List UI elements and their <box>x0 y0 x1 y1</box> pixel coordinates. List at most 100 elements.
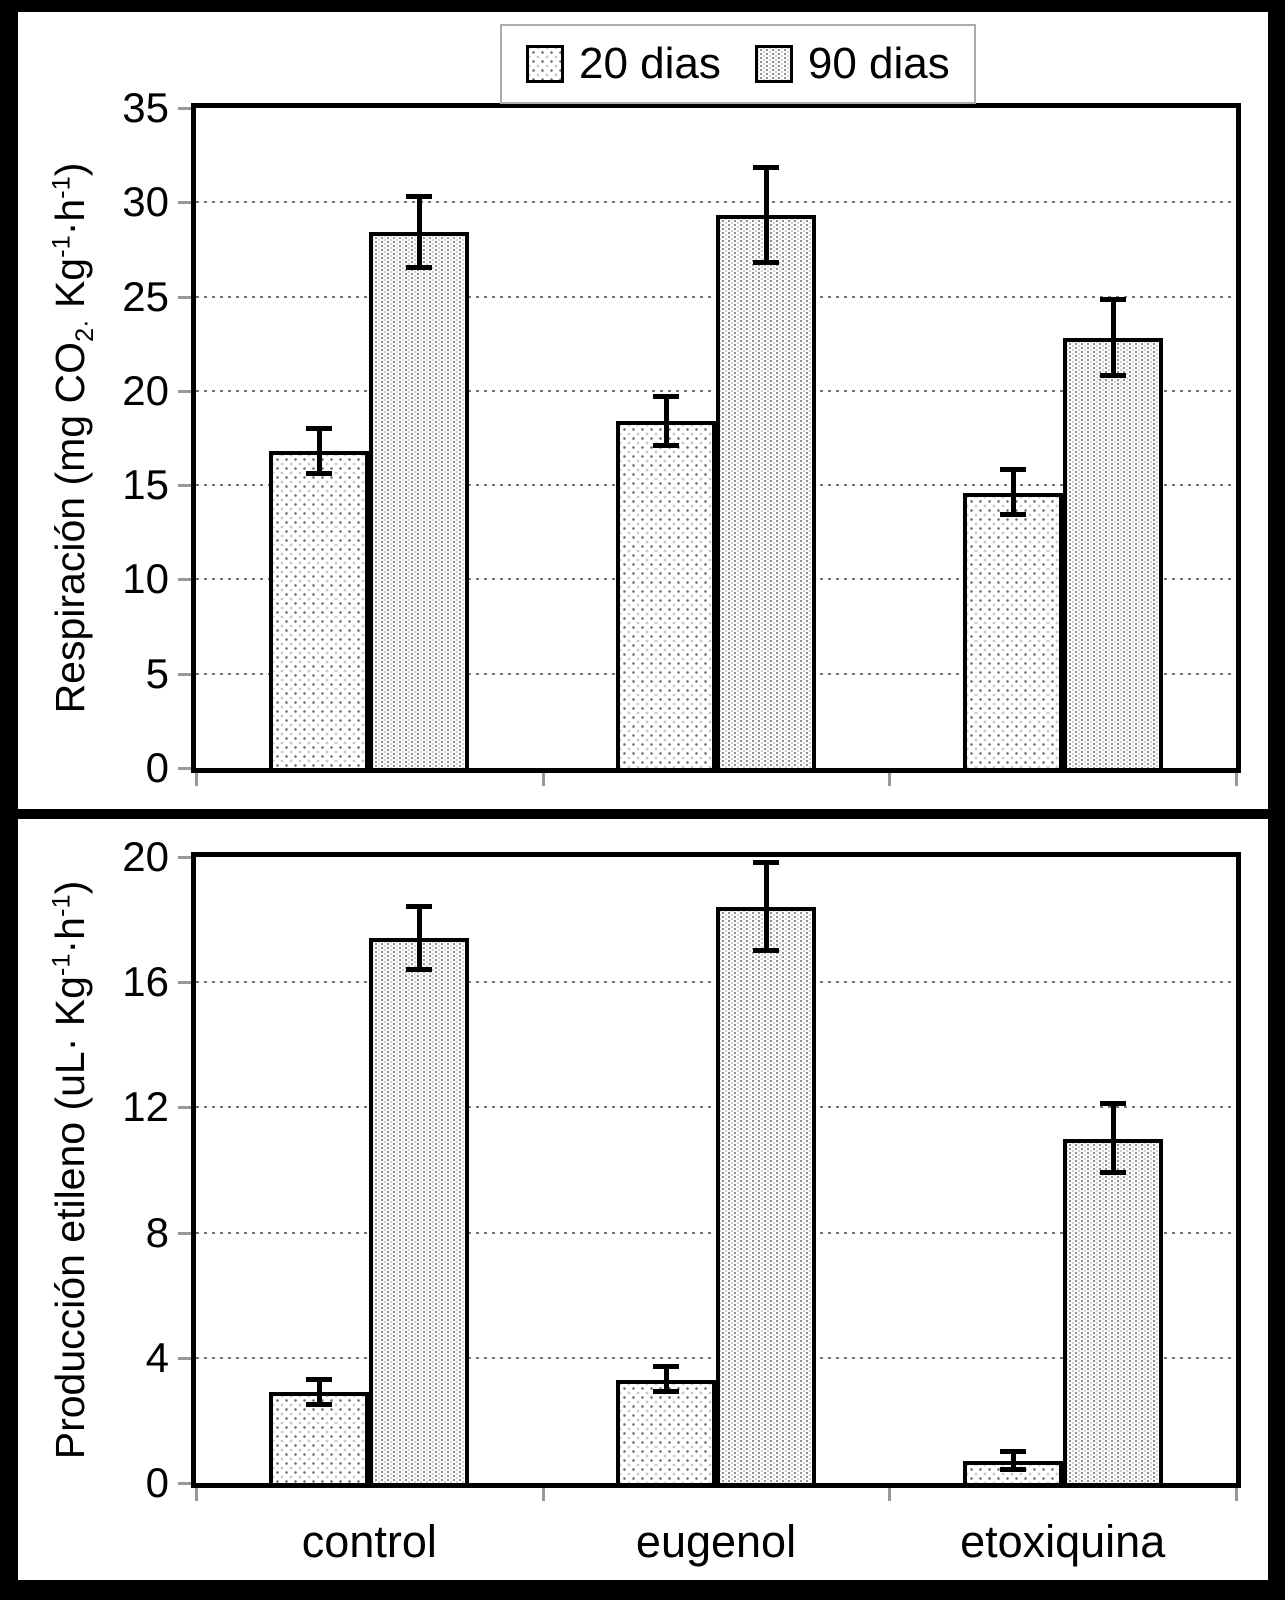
legend-swatch-90-dias-icon <box>754 45 793 83</box>
bar-etoxiquina-90-dias <box>1063 1139 1163 1483</box>
error-bar-control-90-dias-cap-bottom <box>406 265 432 270</box>
y-tick-label-20: 20 <box>122 833 169 880</box>
y-tick-30 <box>178 201 191 205</box>
y-tick-20 <box>178 389 191 393</box>
error-bar-control-90-dias-cap-bottom <box>406 967 432 972</box>
y-axis-label-part: -1 <box>47 235 76 258</box>
bar-etoxiquina-20-dias <box>963 493 1063 768</box>
x-tick-3 <box>1235 1488 1238 1501</box>
x-category-label-eugenol: eugenol <box>635 1516 797 1567</box>
bar-eugenol-90-dias <box>716 907 816 1483</box>
error-bar-control-20-dias-cap-top <box>306 426 332 431</box>
y-tick-16 <box>178 981 191 985</box>
y-tick-label-30: 30 <box>122 178 169 226</box>
y-tick-label-12: 12 <box>122 1083 169 1131</box>
gridline-y-30 <box>196 201 1236 204</box>
bar-etoxiquina-90-dias <box>1063 338 1163 768</box>
error-bar-eugenol-90-dias-cap-top <box>753 165 779 170</box>
x-tick-3 <box>1235 773 1238 786</box>
error-bar-etoxiquina-90-dias-cap-top <box>1100 1101 1126 1106</box>
y-tick-12 <box>178 1106 191 1110</box>
y-tick-4 <box>178 1356 191 1360</box>
y-tick-5 <box>178 672 191 676</box>
y-axis-label-part: Respiración (mg CO <box>47 342 93 714</box>
y-tick-label-10: 10 <box>122 555 169 603</box>
error-bar-eugenol-20-dias <box>664 1367 669 1392</box>
bar-control-90-dias <box>369 938 469 1483</box>
y-tick-label-0: 0 <box>145 744 169 791</box>
y-tick-label-35: 35 <box>122 84 169 131</box>
error-bar-control-20-dias-cap-top <box>306 1377 332 1382</box>
plot-area <box>196 108 1236 768</box>
x-category-label-etoxiquina: etoxiquina <box>960 1516 1166 1567</box>
y-tick-label-0: 0 <box>145 1459 169 1506</box>
error-bar-etoxiquina-20-dias-cap-top <box>1000 1449 1026 1454</box>
bar-control-20-dias <box>269 451 369 768</box>
legend-swatch-20-dias-icon <box>526 45 564 83</box>
y-axis-label-part: Kg <box>47 257 93 320</box>
error-bar-eugenol-90-dias-cap-bottom <box>753 948 779 953</box>
y-axis-label-part: -1 <box>47 894 76 918</box>
error-bar-eugenol-20-dias-cap-top <box>653 1364 679 1369</box>
error-bar-eugenol-90-dias <box>764 169 769 263</box>
y-axis-label: Respiración (mg CO2· Kg-1·h-1) <box>47 103 108 773</box>
y-tick-label-15: 15 <box>122 461 169 509</box>
y-tick-label-4: 4 <box>145 1333 169 1381</box>
ethylene-chart-panel: 0 4 8 12 16 20 Producción etileno (uL· Kg-1·h-… <box>18 819 1268 1580</box>
legend-label-20-dias: 20 dias <box>579 39 721 88</box>
bar-control-90-dias <box>369 232 469 768</box>
y-tick-15 <box>178 484 191 488</box>
x-tick-2 <box>888 773 892 786</box>
y-axis-label-part: 2· <box>71 319 100 343</box>
x-tick-2 <box>888 1488 892 1501</box>
bar-eugenol-90-dias <box>716 215 816 768</box>
error-bar-etoxiquina-90-dias-cap-bottom <box>1100 1170 1126 1175</box>
y-tick-8 <box>178 1231 191 1235</box>
y-tick-label-25: 25 <box>122 272 169 320</box>
plot-frame <box>191 852 1241 1488</box>
error-bar-eugenol-90-dias-cap-top <box>753 860 779 865</box>
y-tick-0 <box>178 1482 191 1485</box>
error-bar-etoxiquina-20-dias-cap-top <box>1000 467 1026 472</box>
error-bar-eugenol-90-dias <box>764 863 769 951</box>
error-bar-etoxiquina-20-dias <box>1011 1451 1016 1470</box>
y-axis-label-part: -1 <box>47 176 76 199</box>
legend-entry-20-dias: 20 dias <box>526 42 721 86</box>
error-bar-control-20-dias <box>317 1380 322 1405</box>
plot-area <box>196 857 1236 1483</box>
y-tick-label-16: 16 <box>122 958 169 1006</box>
error-bar-control-90-dias-cap-top <box>406 904 432 909</box>
error-bar-etoxiquina-20-dias-cap-bottom <box>1000 1467 1026 1472</box>
y-axis-label: Producción etileno (uL· Kg-1·h-1) <box>47 852 108 1488</box>
y-tick-label-5: 5 <box>145 649 169 697</box>
y-tick-10 <box>178 578 191 582</box>
y-axis-label-part: -1 <box>47 953 76 977</box>
error-bar-control-20-dias-cap-bottom <box>306 1402 332 1407</box>
legend-entry-90-dias: 90 dias <box>754 39 950 88</box>
y-axis-label-part: ·h <box>47 198 93 236</box>
bar-eugenol-20-dias <box>616 421 716 768</box>
error-bar-eugenol-90-dias-cap-bottom <box>753 260 779 265</box>
legend-label-90-dias: 90 dias <box>807 39 950 88</box>
legend: 20 dias 90 dias <box>500 24 976 104</box>
error-bar-control-20-dias <box>317 429 322 474</box>
y-tick-label-8: 8 <box>145 1208 169 1256</box>
x-tick-0 <box>195 773 198 786</box>
error-bar-control-90-dias-cap-top <box>406 194 432 199</box>
error-bar-control-90-dias <box>417 196 422 268</box>
x-tick-0 <box>195 1488 198 1501</box>
y-axis-label-part: ) <box>47 880 93 895</box>
plot-frame <box>191 103 1241 773</box>
y-tick-0 <box>178 767 191 770</box>
y-tick-label-20: 20 <box>122 366 169 414</box>
respiration-chart-panel: 0 5 10 15 20 25 30 35 Respiración (mg CO2· Kg-1·… <box>18 12 1268 809</box>
y-tick-25 <box>178 295 191 299</box>
error-bar-eugenol-20-dias <box>664 397 669 446</box>
error-bar-etoxiquina-90-dias <box>1111 1104 1116 1173</box>
error-bar-eugenol-20-dias-cap-bottom <box>653 443 679 448</box>
y-axis-label-part: Producción etileno (uL· Kg <box>47 976 93 1460</box>
error-bar-etoxiquina-20-dias <box>1011 470 1016 515</box>
error-bar-eugenol-20-dias-cap-top <box>653 394 679 399</box>
error-bar-etoxiquina-90-dias <box>1111 301 1116 376</box>
